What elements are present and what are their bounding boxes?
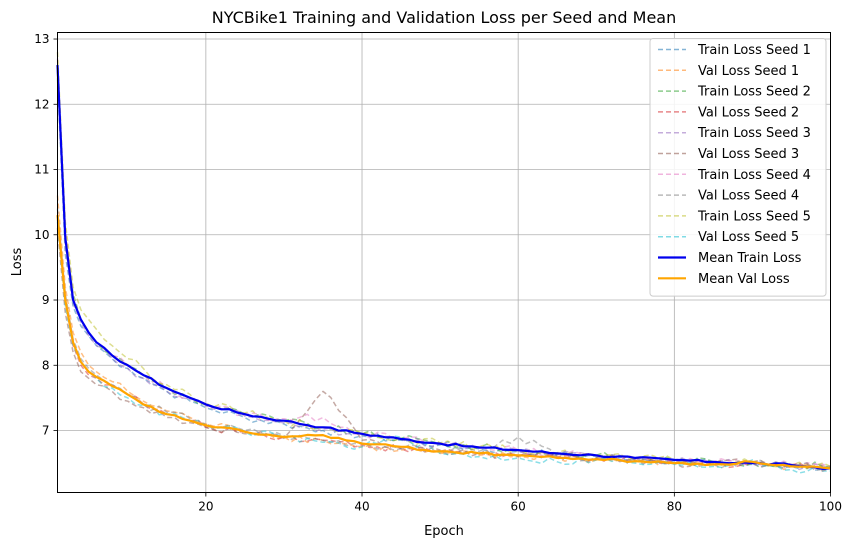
x-tick-label: 40	[354, 500, 369, 514]
series-line	[56, 221, 831, 474]
x-axis-label: Epoch	[424, 524, 464, 539]
legend-label: Val Loss Seed 3	[698, 147, 799, 162]
series-line	[56, 65, 831, 470]
legend-label: Val Loss Seed 2	[698, 105, 799, 120]
legend-label: Mean Train Loss	[698, 251, 802, 266]
x-tick-label: 80	[667, 500, 682, 514]
axes: 20 40 60 80 100 7 8 9 10 11 12 13	[34, 32, 842, 513]
legend-label: Train Loss Seed 3	[697, 126, 811, 141]
y-tick-label: 9	[42, 293, 50, 307]
legend-label: Val Loss Seed 5	[698, 230, 799, 245]
legend-label: Train Loss Seed 2	[697, 85, 811, 100]
legend-box	[649, 38, 827, 297]
y-tick-label: 12	[34, 97, 49, 111]
legend-label: Train Loss Seed 4	[697, 168, 811, 183]
y-tick-label: 8	[42, 358, 50, 372]
legend-label: Val Loss Seed 1	[698, 64, 799, 79]
x-tick-label: 20	[198, 500, 213, 514]
plot-frame	[57, 32, 831, 493]
y-tick-label: 7	[42, 424, 50, 438]
y-tick-label: 10	[34, 228, 49, 242]
series-line	[56, 215, 831, 470]
legend-label: Mean Val Loss	[698, 272, 790, 287]
y-tick-label: 11	[34, 163, 49, 177]
series-layer	[56, 52, 831, 474]
legend-label: Val Loss Seed 4	[698, 189, 799, 204]
x-tick-label: 100	[819, 500, 842, 514]
legend: Train Loss Seed 1 Val Loss Seed 1 Train Lo…	[649, 38, 827, 297]
chart-title: NYCBike1 Training and Validation Loss pe…	[212, 8, 676, 27]
legend-label: Train Loss Seed 1	[697, 43, 811, 58]
series-line	[56, 65, 831, 470]
y-axis-label: Loss	[10, 248, 25, 277]
x-tick-label: 60	[511, 500, 526, 514]
legend-label: Train Loss Seed 5	[697, 209, 811, 224]
y-tick-label: 13	[34, 32, 49, 46]
